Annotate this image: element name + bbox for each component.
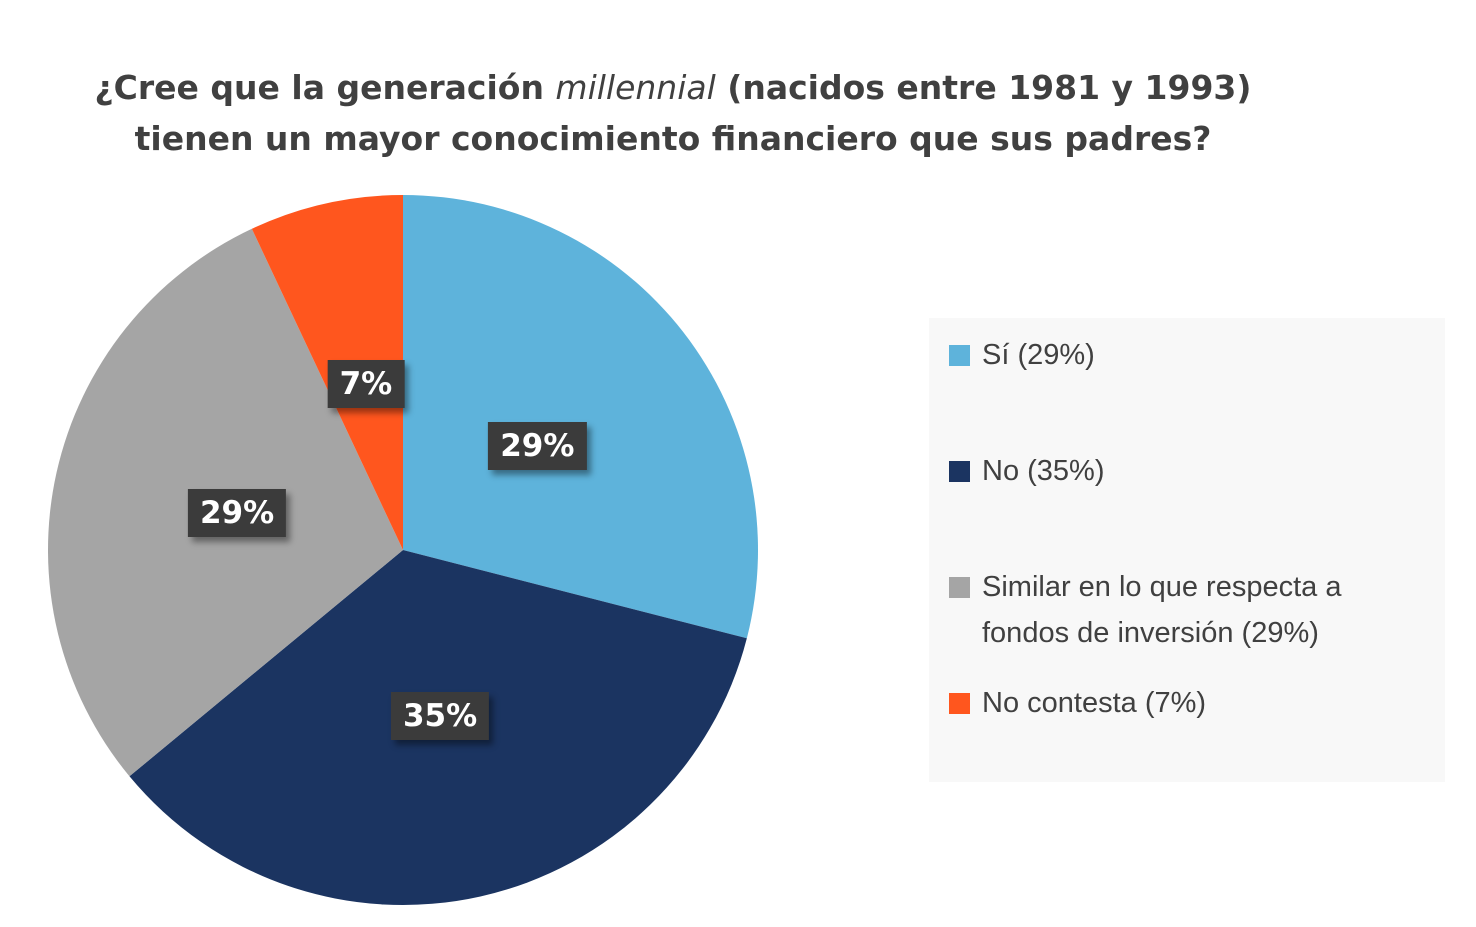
title-line1-start: ¿Cree que la generación bbox=[94, 68, 556, 107]
chart-title: ¿Cree que la generación millennial (naci… bbox=[0, 62, 1346, 164]
legend-swatch bbox=[949, 577, 970, 598]
legend-swatch bbox=[949, 345, 970, 366]
title-line1-end: (nacidos entre 1981 y 1993) bbox=[715, 68, 1252, 107]
legend-label: No (35%) bbox=[982, 455, 1105, 487]
legend-label: Similar en lo que respecta a fondos de i… bbox=[982, 571, 1342, 649]
legend-item-no-contesta: No contesta (7%) bbox=[949, 680, 1206, 726]
legend-swatch bbox=[949, 461, 970, 482]
title-line2: tienen un mayor conocimiento financiero … bbox=[134, 119, 1212, 158]
legend: Sí (29%) No (35%) Similar en lo que resp… bbox=[929, 318, 1445, 782]
data-label-2: 29% bbox=[187, 488, 287, 537]
legend-label: Sí (29%) bbox=[982, 339, 1095, 371]
legend-label: No contesta (7%) bbox=[982, 687, 1207, 719]
legend-item-similar: Similar en lo que respecta a fondos de i… bbox=[949, 564, 1429, 656]
data-label-1: 35% bbox=[390, 691, 490, 740]
legend-swatch bbox=[949, 693, 970, 714]
data-label-3: 7% bbox=[327, 360, 405, 409]
legend-item-si: Sí (29%) bbox=[949, 332, 1095, 378]
title-italic-word: millennial bbox=[555, 68, 716, 107]
pie-slice-0 bbox=[403, 195, 758, 639]
data-label-0: 29% bbox=[488, 421, 587, 470]
pie-slice-3 bbox=[251, 195, 403, 550]
legend-item-no: No (35%) bbox=[949, 448, 1105, 494]
